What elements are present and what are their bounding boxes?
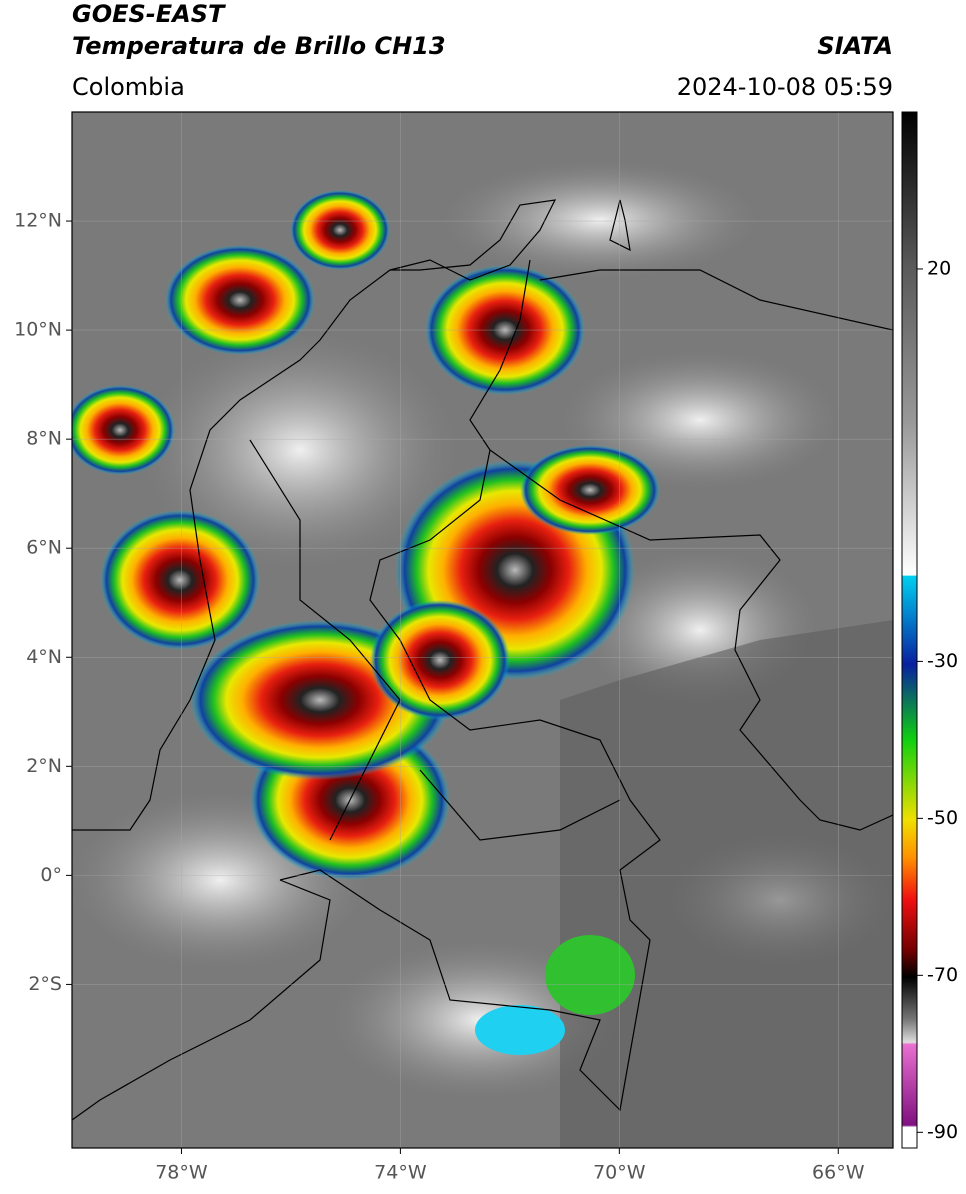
colorbar-tick-label: -70 bbox=[927, 964, 958, 986]
colorbar-tick-label: -90 bbox=[927, 1121, 958, 1143]
colorbar-tick-label: -50 bbox=[927, 807, 958, 829]
y-tick-label: 8°N bbox=[26, 428, 62, 450]
x-tick-label: 78°W bbox=[155, 1162, 208, 1184]
x-tick-label: 74°W bbox=[374, 1162, 427, 1184]
y-tick-label: 0° bbox=[40, 864, 62, 886]
y-tick-label: 12°N bbox=[14, 210, 62, 232]
satellite-image bbox=[72, 112, 893, 1148]
y-tick-label: 6°N bbox=[26, 537, 62, 559]
y-tick-label: 10°N bbox=[14, 319, 62, 341]
region: Colombia bbox=[72, 73, 185, 101]
y-tick-label: 4°N bbox=[26, 646, 62, 668]
y-tick-label: 2°N bbox=[26, 755, 62, 777]
map-frame bbox=[71, 111, 894, 1149]
y-tick-label: 2°S bbox=[28, 973, 62, 995]
title: GOES-EAST bbox=[72, 0, 226, 28]
source: SIATA bbox=[817, 32, 893, 60]
datetime: 2024-10-08 05:59 bbox=[677, 73, 893, 101]
subtitle: Temperatura de Brillo CH13 bbox=[72, 32, 446, 60]
colorbar bbox=[901, 111, 918, 1149]
colorbar-tick-label: 20 bbox=[927, 257, 951, 279]
x-tick-label: 70°W bbox=[593, 1162, 646, 1184]
x-tick-label: 66°W bbox=[812, 1162, 865, 1184]
colorbar-tick-label: -30 bbox=[927, 650, 958, 672]
